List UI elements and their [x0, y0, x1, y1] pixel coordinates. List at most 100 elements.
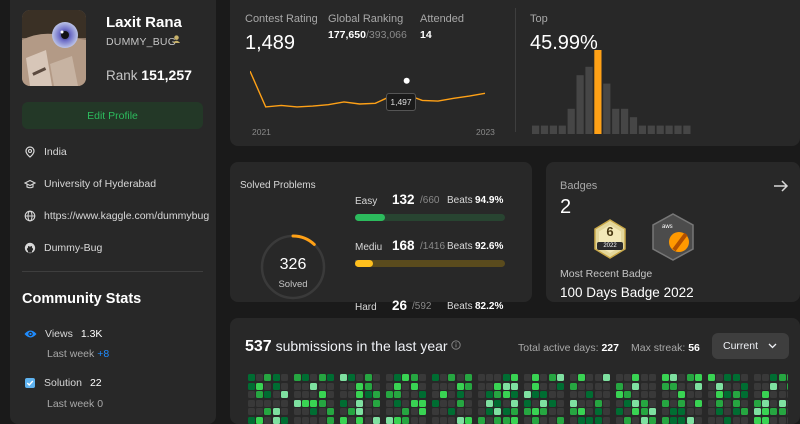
heatmap-cell[interactable]: [310, 399, 318, 407]
heatmap-cell[interactable]: [586, 416, 594, 424]
heatmap-cell[interactable]: [294, 399, 301, 407]
heatmap-cell[interactable]: [754, 408, 761, 415]
heatmap-cell[interactable]: [256, 374, 264, 381]
heatmap-cell[interactable]: [640, 408, 648, 415]
heatmap-cell[interactable]: [486, 382, 494, 390]
heatmap-cell[interactable]: [786, 391, 788, 398]
heatmap-cell[interactable]: [624, 382, 632, 390]
heatmap-cell[interactable]: [594, 408, 602, 415]
badge-aws[interactable]: aws: [650, 212, 696, 262]
heatmap-cell[interactable]: [632, 382, 640, 390]
heatmap-cell[interactable]: [754, 391, 761, 398]
heatmap-cell[interactable]: [456, 399, 464, 407]
heatmap-cell[interactable]: [402, 416, 410, 424]
heatmap-cell[interactable]: [586, 391, 594, 398]
heatmap-cell[interactable]: [478, 391, 485, 398]
heatmap-cell[interactable]: [778, 391, 786, 398]
heatmap-cell[interactable]: [448, 391, 456, 398]
heatmap-cell[interactable]: [432, 374, 439, 381]
heatmap-cell[interactable]: [716, 416, 724, 424]
heatmap-cell[interactable]: [686, 399, 694, 407]
heatmap-cell[interactable]: [502, 391, 510, 398]
heatmap-cell[interactable]: [310, 416, 318, 424]
heatmap-cell[interactable]: [486, 391, 494, 398]
heatmap-cell[interactable]: [402, 408, 410, 415]
heatmap-cell[interactable]: [762, 399, 770, 407]
heatmap-cell[interactable]: [410, 382, 418, 390]
heatmap-cell[interactable]: [570, 391, 577, 398]
heatmap-cell[interactable]: [318, 408, 326, 415]
heatmap-cell[interactable]: [602, 391, 610, 398]
heatmap-cell[interactable]: [616, 391, 623, 398]
heatmap-cell[interactable]: [418, 382, 426, 390]
heatmap-cell[interactable]: [648, 391, 656, 398]
heatmap-cell[interactable]: [770, 374, 778, 381]
heatmap-cell[interactable]: [318, 416, 326, 424]
heatmap-cell[interactable]: [632, 408, 640, 415]
heatmap-cell[interactable]: [418, 391, 426, 398]
heatmap-cell[interactable]: [762, 374, 770, 381]
heatmap-cell[interactable]: [602, 416, 610, 424]
heatmap-cell[interactable]: [602, 408, 610, 415]
heatmap-cell[interactable]: [502, 408, 510, 415]
heatmap-cell[interactable]: [402, 382, 410, 390]
heatmap-cell[interactable]: [578, 374, 586, 381]
heatmap-cell[interactable]: [394, 391, 402, 398]
heatmap-cell[interactable]: [616, 416, 623, 424]
heatmap-cell[interactable]: [448, 416, 456, 424]
heatmap-cell[interactable]: [294, 374, 301, 381]
heatmap-cell[interactable]: [256, 382, 264, 390]
heatmap-cell[interactable]: [478, 374, 485, 381]
heatmap-cell[interactable]: [624, 416, 632, 424]
heatmap-cell[interactable]: [340, 374, 347, 381]
heatmap-cell[interactable]: [694, 391, 702, 398]
heatmap-cell[interactable]: [402, 374, 410, 381]
heatmap-cell[interactable]: [640, 382, 648, 390]
heatmap-cell[interactable]: [586, 374, 594, 381]
heatmap-cell[interactable]: [402, 399, 410, 407]
heatmap-cell[interactable]: [716, 382, 724, 390]
heatmap-cell[interactable]: [648, 408, 656, 415]
heatmap-cell[interactable]: [670, 391, 678, 398]
heatmap-cell[interactable]: [372, 408, 380, 415]
heatmap-cell[interactable]: [762, 416, 770, 424]
heatmap-cell[interactable]: [510, 408, 518, 415]
heatmap-cell[interactable]: [778, 408, 786, 415]
heatmap-cell[interactable]: [694, 382, 702, 390]
heatmap-cell[interactable]: [510, 374, 518, 381]
heatmap-cell[interactable]: [532, 382, 540, 390]
heatmap-cell[interactable]: [678, 382, 686, 390]
heatmap-cell[interactable]: [616, 382, 623, 390]
heatmap-cell[interactable]: [662, 382, 669, 390]
heatmap-cell[interactable]: [524, 416, 531, 424]
heatmap-cell[interactable]: [402, 391, 410, 398]
heatmap-cell[interactable]: [602, 399, 610, 407]
heatmap-cell[interactable]: [524, 408, 531, 415]
heatmap-cell[interactable]: [272, 416, 280, 424]
heatmap-cell[interactable]: [754, 382, 761, 390]
heatmap-cell[interactable]: [372, 382, 380, 390]
heatmap-cell[interactable]: [724, 416, 732, 424]
heatmap-cell[interactable]: [594, 391, 602, 398]
heatmap-cell[interactable]: [264, 391, 272, 398]
heatmap-cell[interactable]: [364, 416, 372, 424]
heatmap-cell[interactable]: [602, 382, 610, 390]
heatmap-cell[interactable]: [494, 399, 502, 407]
heatmap-cell[interactable]: [762, 408, 770, 415]
heatmap-cell[interactable]: [716, 408, 724, 415]
heatmap-cell[interactable]: [662, 391, 669, 398]
heatmap-cell[interactable]: [532, 408, 540, 415]
heatmap-cell[interactable]: [256, 408, 264, 415]
heatmap-cell[interactable]: [708, 391, 715, 398]
heatmap-cell[interactable]: [694, 416, 702, 424]
heatmap-cell[interactable]: [310, 391, 318, 398]
heatmap-cell[interactable]: [708, 382, 715, 390]
heatmap-cell[interactable]: [762, 391, 770, 398]
heatmap-cell[interactable]: [494, 416, 502, 424]
heatmap-cell[interactable]: [540, 382, 548, 390]
heatmap-cell[interactable]: [494, 382, 502, 390]
heatmap-cell[interactable]: [624, 408, 632, 415]
heatmap-cell[interactable]: [394, 382, 402, 390]
heatmap-cell[interactable]: [524, 391, 531, 398]
heatmap-cell[interactable]: [364, 374, 372, 381]
